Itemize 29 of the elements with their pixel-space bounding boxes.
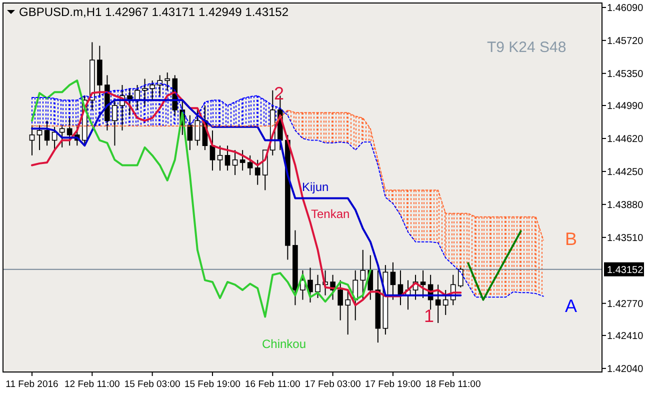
y-tick-label: 1.46090 — [607, 2, 644, 14]
chart-title: GBPUSD.m,H1 1.42967 1.43171 1.42949 1.43152 — [19, 5, 289, 19]
x-tick-label: 15 Feb 03:00 — [124, 379, 180, 390]
x-tick-label: 18 Feb 11:00 — [425, 379, 481, 390]
x-tick-label: 12 Feb 11:00 — [64, 379, 120, 390]
annotation: 2 — [274, 83, 284, 104]
y-tick-label: 1.42040 — [607, 364, 644, 375]
y-tick-label: 1.44620 — [607, 134, 644, 145]
y-tick-label: 1.45350 — [607, 68, 644, 80]
y-tick-label: 1.44250 — [607, 166, 644, 178]
series-label: Chinkou — [262, 337, 306, 351]
y-tick-label: 1.43880 — [607, 200, 644, 211]
x-tick-label: 15 Feb 19:00 — [184, 379, 240, 390]
ref-line-label: 1.43152 — [607, 264, 644, 276]
y-tick-label: 1.44990 — [607, 101, 644, 112]
x-tick-label: 16 Feb 11:00 — [244, 379, 300, 390]
y-tick-label: 1.45720 — [607, 36, 644, 47]
y-tick-label: 1.42770 — [607, 298, 644, 310]
x-tick-label: 17 Feb 03:00 — [304, 379, 361, 390]
annotation: T9 K24 S48 — [487, 39, 566, 56]
x-tick-label: 11 Feb 2016 — [6, 379, 58, 390]
annotation: 1 — [424, 306, 434, 326]
y-tick-label: 1.42410 — [607, 330, 644, 342]
y-tick-label: 1.43510 — [607, 232, 644, 244]
series-label: Kijun — [302, 180, 329, 194]
series-label: A — [565, 296, 578, 316]
series-label: Tenkan — [311, 207, 350, 221]
x-tick-label: 17 Feb 19:00 — [364, 379, 421, 390]
series-label: B — [565, 229, 578, 249]
